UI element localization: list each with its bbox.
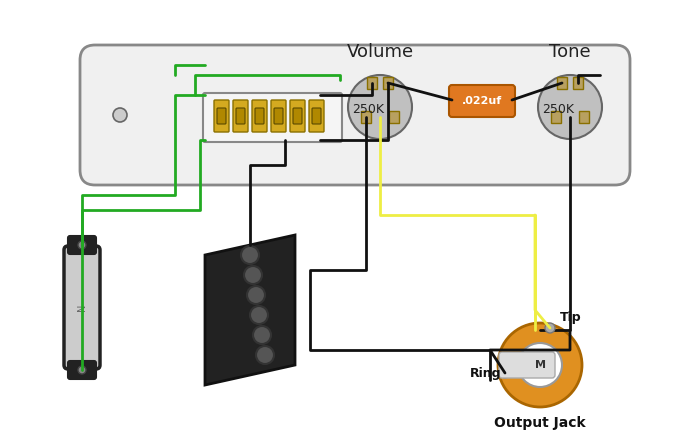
FancyBboxPatch shape bbox=[274, 108, 283, 124]
Bar bbox=[367, 77, 377, 89]
Circle shape bbox=[78, 366, 86, 374]
Polygon shape bbox=[205, 235, 295, 385]
Circle shape bbox=[498, 323, 582, 407]
Circle shape bbox=[545, 323, 555, 333]
Circle shape bbox=[244, 266, 262, 284]
FancyBboxPatch shape bbox=[499, 352, 555, 378]
Text: Tone: Tone bbox=[550, 43, 591, 61]
Text: Volume: Volume bbox=[346, 43, 414, 61]
Bar bbox=[579, 111, 589, 123]
Bar bbox=[573, 77, 583, 89]
FancyBboxPatch shape bbox=[64, 246, 100, 369]
Circle shape bbox=[256, 346, 274, 364]
Bar bbox=[361, 111, 371, 123]
FancyBboxPatch shape bbox=[233, 100, 248, 132]
FancyBboxPatch shape bbox=[214, 100, 229, 132]
FancyBboxPatch shape bbox=[309, 100, 324, 132]
FancyBboxPatch shape bbox=[252, 100, 267, 132]
Text: M: M bbox=[535, 360, 545, 370]
Circle shape bbox=[583, 108, 597, 122]
FancyBboxPatch shape bbox=[236, 108, 245, 124]
FancyBboxPatch shape bbox=[293, 108, 302, 124]
FancyBboxPatch shape bbox=[203, 93, 342, 142]
Circle shape bbox=[241, 246, 259, 264]
FancyBboxPatch shape bbox=[255, 108, 264, 124]
Text: 250K: 250K bbox=[352, 103, 384, 116]
Text: Output Jack: Output Jack bbox=[494, 416, 586, 430]
Circle shape bbox=[78, 241, 86, 249]
Circle shape bbox=[348, 75, 412, 139]
Circle shape bbox=[250, 306, 268, 324]
Text: Ring: Ring bbox=[470, 367, 501, 380]
Bar bbox=[389, 111, 399, 123]
Text: .022uf: .022uf bbox=[462, 96, 502, 106]
FancyBboxPatch shape bbox=[449, 85, 515, 117]
FancyBboxPatch shape bbox=[68, 236, 96, 254]
Circle shape bbox=[253, 326, 271, 344]
Text: N: N bbox=[77, 304, 87, 311]
Bar bbox=[557, 77, 567, 89]
Text: 250K: 250K bbox=[542, 103, 574, 116]
Bar bbox=[551, 111, 561, 123]
FancyBboxPatch shape bbox=[68, 361, 96, 379]
Circle shape bbox=[500, 368, 510, 378]
FancyBboxPatch shape bbox=[271, 100, 286, 132]
FancyBboxPatch shape bbox=[80, 45, 630, 185]
FancyBboxPatch shape bbox=[290, 100, 305, 132]
FancyBboxPatch shape bbox=[217, 108, 226, 124]
Text: Tip: Tip bbox=[560, 311, 582, 324]
Circle shape bbox=[518, 343, 562, 387]
FancyBboxPatch shape bbox=[312, 108, 321, 124]
Bar bbox=[383, 77, 393, 89]
Circle shape bbox=[247, 286, 265, 304]
Circle shape bbox=[113, 108, 127, 122]
Circle shape bbox=[538, 75, 602, 139]
